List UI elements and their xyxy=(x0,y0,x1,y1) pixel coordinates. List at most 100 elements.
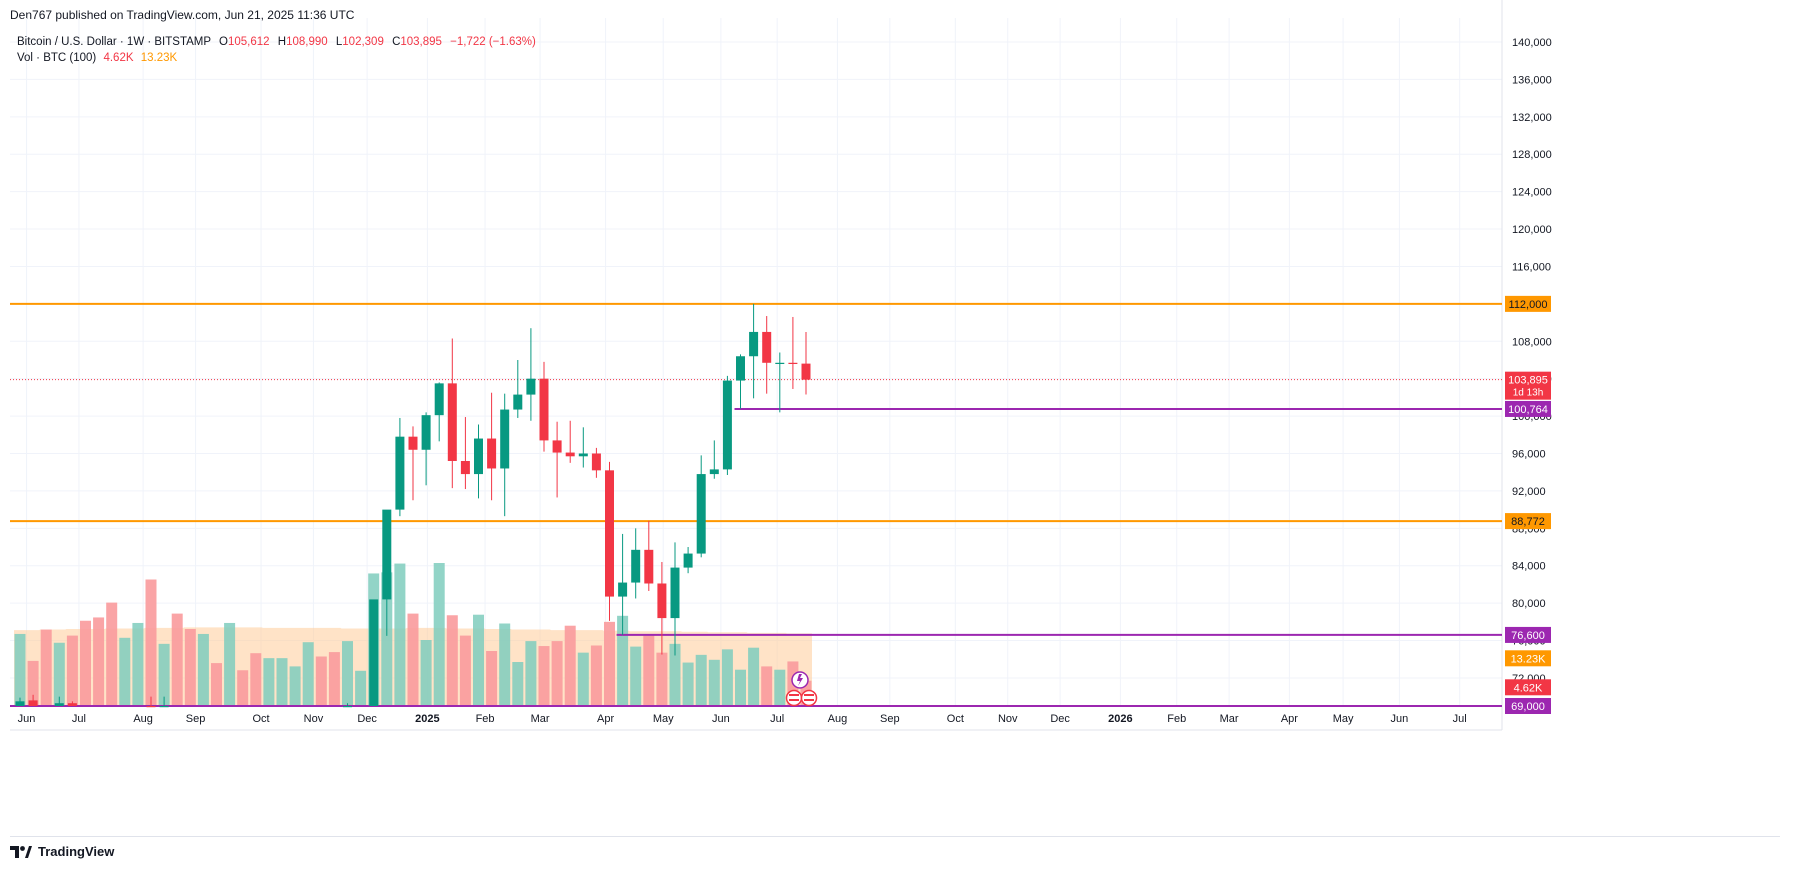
candle-body xyxy=(500,409,510,469)
candle-body xyxy=(421,415,431,450)
time-tick-label: Mar xyxy=(1220,713,1239,725)
candle-body xyxy=(513,394,523,410)
countdown-label: 1d 13h xyxy=(1513,388,1544,399)
candle-body xyxy=(801,363,811,380)
price-line-badge-label: 69,000 xyxy=(1511,701,1545,713)
time-tick-label: Dec xyxy=(357,713,377,725)
publisher-caption: Den767 published on TradingView.com, Jun… xyxy=(10,8,355,22)
volume-bar xyxy=(93,617,105,706)
volume-bar xyxy=(512,662,524,706)
candle-body xyxy=(591,453,601,471)
last-price-label: 103,895 xyxy=(1508,375,1548,387)
price-axis: 72,00076,00080,00084,00088,00092,00096,0… xyxy=(1505,37,1552,714)
candle-body xyxy=(683,553,693,568)
high-label: H xyxy=(277,36,287,48)
price-tick-label: 124,000 xyxy=(1512,187,1552,199)
candle-body xyxy=(709,469,719,475)
price-line-badge xyxy=(1505,400,1551,417)
price-tick-label: 132,000 xyxy=(1512,112,1552,124)
price-line-badge xyxy=(1505,513,1551,530)
price-chart[interactable]: 72,00076,00080,00084,00088,00092,00096,0… xyxy=(0,0,1794,840)
candle-body xyxy=(526,378,536,395)
volume-ma-value: 13.23K xyxy=(140,52,178,64)
time-tick-label: Nov xyxy=(304,713,324,725)
footer-divider xyxy=(10,836,1780,837)
price-tick-label: 116,000 xyxy=(1512,261,1551,273)
volume-bar xyxy=(669,643,681,706)
volume-axis-badge-label: 4.62K xyxy=(1514,682,1543,694)
candle-body xyxy=(447,383,457,461)
volume-bar xyxy=(735,669,746,706)
candle-body xyxy=(736,356,745,381)
volume-bar xyxy=(14,633,26,706)
candle-body xyxy=(578,453,588,457)
price-tick-label: 140,000 xyxy=(1512,37,1552,49)
time-tick-label: Aug xyxy=(828,713,848,725)
volume-bar xyxy=(355,670,367,706)
symbol-title[interactable]: Bitcoin / U.S. Dollar · 1W · BITSTAMP xyxy=(17,36,211,48)
time-tick-label: Jun xyxy=(1391,713,1409,725)
time-tick-label: Jun xyxy=(712,713,730,725)
candle-body xyxy=(762,331,772,363)
volume-axis-badge xyxy=(1505,650,1551,667)
volume-bar xyxy=(643,635,655,706)
volume-bar xyxy=(106,602,118,706)
chart-grid xyxy=(10,0,1503,731)
price-tick-label: 120,000 xyxy=(1512,224,1552,236)
volume-bar xyxy=(237,670,249,706)
flag-stripe xyxy=(804,694,814,696)
volume-bar xyxy=(407,613,419,706)
time-tick-label: Oct xyxy=(252,713,269,725)
volume-bar xyxy=(721,649,733,706)
candlestick-series xyxy=(15,303,811,708)
candle-body xyxy=(343,706,352,708)
candle-body xyxy=(15,701,25,706)
volume-bar xyxy=(525,641,537,706)
volume-bar xyxy=(184,629,196,706)
lightning-icon xyxy=(797,674,803,686)
time-tick-label: May xyxy=(653,713,674,725)
time-tick-label: Feb xyxy=(1167,713,1186,725)
volume-bar xyxy=(564,625,576,706)
candle-body xyxy=(552,440,562,453)
candle-body xyxy=(369,599,379,706)
volume-bar xyxy=(80,620,91,706)
volume-bar xyxy=(158,643,170,706)
volume-bar xyxy=(682,662,694,706)
tradingview-logo[interactable]: TradingView xyxy=(10,844,114,859)
volume-bar xyxy=(211,663,222,706)
volume-bar xyxy=(708,659,720,706)
tradingview-logo-icon xyxy=(10,845,32,858)
volume-bar xyxy=(459,635,471,706)
price-tick-label: 96,000 xyxy=(1512,449,1546,461)
tradingview-brand: TradingView xyxy=(38,844,115,859)
volume-bar xyxy=(145,579,157,706)
horizontal-lines xyxy=(10,302,1502,707)
time-tick-label: Apr xyxy=(1281,713,1298,725)
volume-bar xyxy=(53,642,65,706)
time-tick-label: Jul xyxy=(1453,713,1467,725)
price-tick-label: 92,000 xyxy=(1512,486,1546,498)
event-markers xyxy=(785,671,818,707)
volume-bar xyxy=(132,622,144,706)
volume-bar xyxy=(551,641,563,706)
close-label: C xyxy=(392,36,401,48)
volume-bar xyxy=(289,666,301,706)
candle-body xyxy=(605,470,614,597)
volume-bar xyxy=(40,629,52,706)
price-line-badge xyxy=(1505,626,1551,643)
volume-bar xyxy=(224,622,236,706)
chart-legend: Bitcoin / U.S. Dollar · 1W · BITSTAMP O1… xyxy=(17,34,536,66)
volume-bar xyxy=(66,635,78,706)
volume-bar xyxy=(315,656,327,706)
candle-body xyxy=(159,706,169,708)
volume-bar xyxy=(342,641,353,706)
volume-bar xyxy=(302,642,314,706)
time-tick-label: Jul xyxy=(770,713,784,725)
time-tick-label: Feb xyxy=(476,713,495,725)
low-value: 102,309 xyxy=(342,36,384,48)
candle-body xyxy=(487,438,497,469)
volume-title[interactable]: Vol · BTC (100) xyxy=(17,52,97,64)
time-tick-label: May xyxy=(1333,713,1354,725)
volume-bar xyxy=(538,646,550,706)
